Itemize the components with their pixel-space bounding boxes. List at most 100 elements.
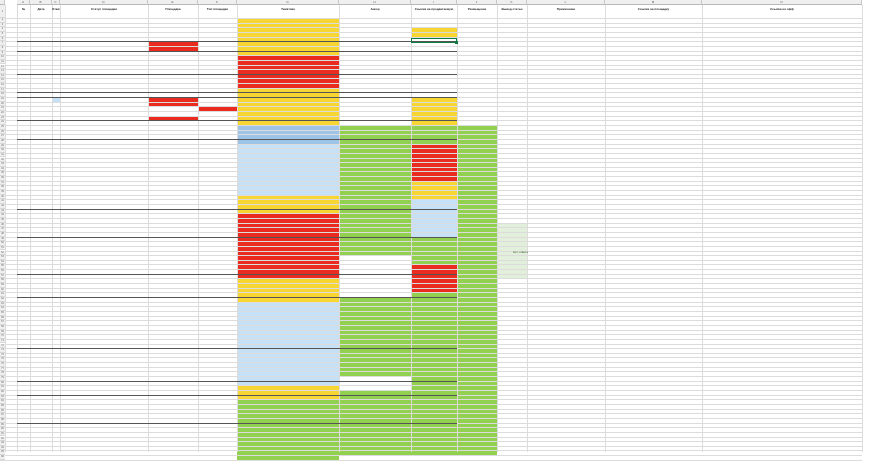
row-header[interactable]: 10 <box>0 55 5 60</box>
row-header[interactable]: 21 <box>0 106 5 111</box>
row-header[interactable]: 68 <box>0 324 5 330</box>
row-header[interactable]: 65 <box>0 310 5 316</box>
header-cell[interactable]: Дата <box>37 8 45 11</box>
row-header[interactable]: 38 <box>0 185 5 191</box>
row-header[interactable]: 54 <box>0 259 5 265</box>
row-header[interactable]: 55 <box>0 264 5 270</box>
column-header-n[interactable]: N <box>702 0 862 5</box>
row-header[interactable]: 49 <box>0 236 5 242</box>
row-header[interactable]: 36 <box>0 176 5 181</box>
row-header[interactable]: 91 <box>0 431 5 437</box>
header-cell[interactable]: Тематика <box>281 8 295 11</box>
row-header[interactable]: 5 <box>0 31 5 37</box>
row-header[interactable]: 46 <box>0 222 5 228</box>
row-header[interactable]: 67 <box>0 320 5 325</box>
row-header[interactable]: 95 <box>0 450 5 456</box>
column-header-l[interactable]: L <box>527 0 605 5</box>
row-header[interactable]: 31 <box>0 152 5 158</box>
row-header[interactable]: 42 <box>0 204 5 209</box>
row-header[interactable]: 82 <box>0 390 5 395</box>
row-header[interactable]: 32 <box>0 157 5 163</box>
row-header[interactable]: 60 <box>0 287 5 293</box>
row-header[interactable]: 74 <box>0 352 5 358</box>
header-cell[interactable]: Тип площадки <box>206 8 229 11</box>
header-cell[interactable]: Анкор <box>370 8 380 11</box>
row-header[interactable]: 50 <box>0 241 5 246</box>
row-header[interactable]: 80 <box>0 380 5 386</box>
row-header[interactable]: 43 <box>0 208 5 214</box>
header-cell[interactable]: № <box>21 8 26 11</box>
column-header-m[interactable]: M <box>605 0 702 5</box>
row-header[interactable]: 19 <box>0 97 5 102</box>
row-header[interactable]: 7 <box>0 41 5 46</box>
row-header[interactable]: 24 <box>0 120 5 125</box>
row-header[interactable]: 53 <box>0 255 5 260</box>
row-header[interactable]: 63 <box>0 301 5 307</box>
header-cell[interactable]: Ссылка на площадку <box>637 8 670 11</box>
row-header[interactable]: 79 <box>0 376 5 381</box>
row-header[interactable]: 52 <box>0 250 5 256</box>
column-header-h[interactable]: H <box>339 0 411 5</box>
row-header[interactable]: 34 <box>0 166 5 172</box>
row-header[interactable]: 85 <box>0 403 5 409</box>
row-header[interactable]: 44 <box>0 213 5 218</box>
row-header[interactable]: 69 <box>0 329 5 335</box>
row-header[interactable]: 20 <box>0 101 5 107</box>
column-header-g[interactable]: G <box>237 0 339 5</box>
row-header[interactable]: 8 <box>0 45 5 51</box>
header-cell[interactable]: Размещение <box>467 8 487 11</box>
row-header[interactable]: 88 <box>0 417 5 423</box>
header-cell[interactable]: Ссылка на продвигаемую <box>414 8 454 11</box>
row-header[interactable]: 3 <box>0 22 5 28</box>
row-header[interactable]: 41 <box>0 199 5 204</box>
row-header[interactable]: 35 <box>0 171 5 177</box>
header-cell[interactable]: Ссылка на офф <box>770 8 794 11</box>
row-header[interactable]: 84 <box>0 399 5 404</box>
row-header[interactable]: 89 <box>0 422 5 428</box>
row-header[interactable]: 28 <box>0 138 5 144</box>
row-header[interactable]: 78 <box>0 371 5 377</box>
row-header[interactable]: 76 <box>0 362 5 367</box>
row-header[interactable]: 15 <box>0 78 5 84</box>
row-header[interactable]: 4 <box>0 27 5 32</box>
row-header[interactable]: 16 <box>0 83 5 88</box>
row-header[interactable]: 27 <box>0 134 5 139</box>
row-header[interactable]: 81 <box>0 385 5 390</box>
row-header[interactable]: 70 <box>0 334 5 339</box>
row-header[interactable]: 1 <box>0 5 5 18</box>
column-header-k[interactable]: K <box>497 0 527 5</box>
select-all-corner[interactable] <box>0 0 5 5</box>
row-header[interactable]: 22 <box>0 111 5 116</box>
row-header[interactable]: 59 <box>0 283 5 288</box>
row-header[interactable]: 57 <box>0 273 5 279</box>
row-header[interactable]: 58 <box>0 278 5 284</box>
row-header[interactable]: 39 <box>0 190 5 195</box>
column-header-d[interactable]: D <box>60 0 148 5</box>
row-header[interactable]: 77 <box>0 366 5 372</box>
row-header[interactable]: 61 <box>0 292 5 297</box>
row-header[interactable]: 66 <box>0 315 5 321</box>
column-header-a[interactable]: A <box>17 0 30 5</box>
row-header[interactable]: 9 <box>0 50 5 56</box>
row-header[interactable]: 71 <box>0 338 5 344</box>
row-header[interactable]: 6 <box>0 36 5 42</box>
row-header[interactable]: 23 <box>0 115 5 121</box>
row-header[interactable]: 87 <box>0 413 5 418</box>
row-header[interactable]: 14 <box>0 73 5 79</box>
row-header[interactable]: 75 <box>0 357 5 363</box>
row-header[interactable]: 29 <box>0 143 5 149</box>
row-header[interactable]: 2 <box>0 18 5 23</box>
column-header-f[interactable]: F <box>198 0 237 5</box>
row-header[interactable]: 40 <box>0 194 5 200</box>
row-header[interactable]: 26 <box>0 129 5 135</box>
fill-handle[interactable] <box>455 41 458 44</box>
row-header[interactable]: 64 <box>0 306 5 311</box>
column-header-j[interactable]: J <box>457 0 497 5</box>
row-header[interactable]: 13 <box>0 69 5 74</box>
row-header[interactable]: 30 <box>0 148 5 153</box>
column-header-c[interactable]: C <box>52 0 60 5</box>
active-cell-selection[interactable] <box>411 38 457 43</box>
column-header-i[interactable]: I <box>411 0 457 5</box>
row-header[interactable]: 83 <box>0 394 5 400</box>
